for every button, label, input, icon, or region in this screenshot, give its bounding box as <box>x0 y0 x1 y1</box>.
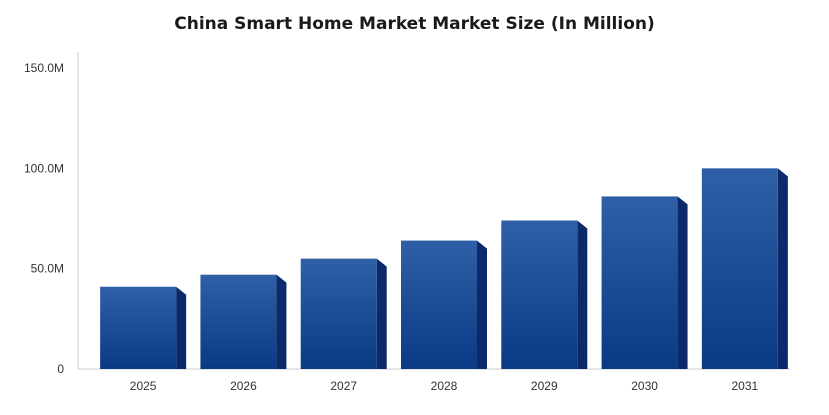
bar-side-face <box>777 168 788 369</box>
bar-side-face <box>376 258 387 369</box>
bar-2030 <box>601 196 688 369</box>
y-tick-label: 0 <box>57 362 64 376</box>
bar-2026 <box>200 274 287 369</box>
y-tick-label: 150.0M <box>24 61 64 75</box>
bar-front-face <box>401 240 477 369</box>
bar-2031 <box>701 168 788 369</box>
bar-2029 <box>501 220 588 369</box>
y-tick-label: 50.0M <box>31 262 64 276</box>
bar-front-face <box>200 274 277 369</box>
bar-front-face <box>300 258 377 369</box>
x-tick-label: 2025 <box>130 379 157 393</box>
bar-front-face <box>501 220 578 369</box>
bar-side-face <box>477 240 487 369</box>
bar-side-face <box>176 286 187 369</box>
bar-2028 <box>401 240 487 369</box>
x-tick-label: 2028 <box>431 379 458 393</box>
bar-front-face <box>601 196 678 369</box>
bar-side-face <box>577 220 588 369</box>
x-tick-label: 2030 <box>631 379 658 393</box>
bar-front-face <box>701 168 778 369</box>
bar-2027 <box>300 258 387 369</box>
x-tick-label: 2029 <box>531 379 558 393</box>
bar-side-face <box>276 274 287 369</box>
y-tick-label: 100.0M <box>24 161 64 175</box>
chart-title: China Smart Home Market Market Size (In … <box>174 14 655 34</box>
x-tick-label: 2026 <box>230 379 257 393</box>
bar-2025 <box>100 286 187 369</box>
x-tick-label: 2031 <box>732 379 759 393</box>
x-tick-label: 2027 <box>330 379 357 393</box>
bar-front-face <box>100 286 177 369</box>
bar-side-face <box>677 196 688 369</box>
